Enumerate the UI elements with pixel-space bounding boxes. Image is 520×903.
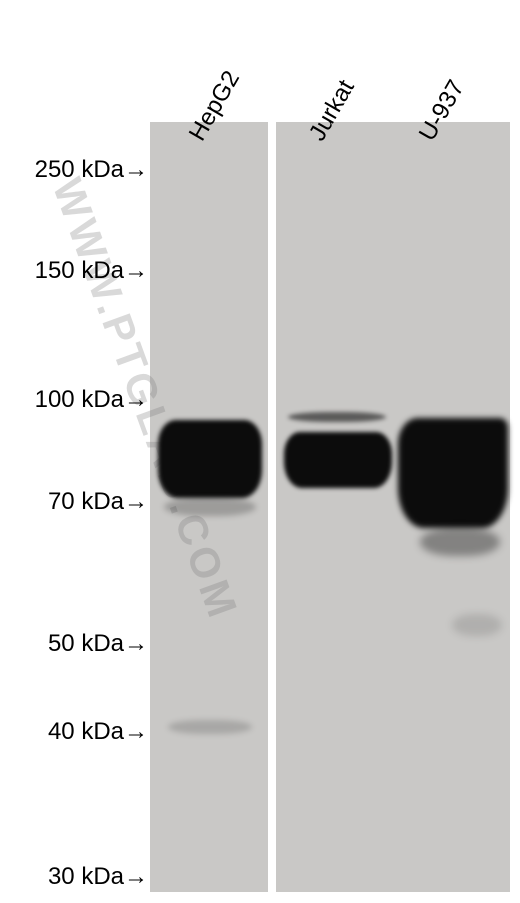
lane-divider [268,122,276,892]
mw-label-0: 250 kDa→ [35,156,148,184]
band-2 [168,720,252,734]
band-0 [158,420,262,498]
band-3 [288,412,386,422]
blot-figure: WWW.PTGLAB.COM HepG2 Jurkat U-937 250 kD… [0,0,520,903]
band-1 [164,498,256,516]
mw-label-1: 150 kDa→ [35,257,148,285]
mw-label-5: 40 kDa→ [48,718,148,746]
band-7 [452,614,502,636]
mw-label-6: 30 kDa→ [48,863,148,891]
band-4 [284,432,392,488]
mw-label-2: 100 kDa→ [35,386,148,414]
band-6 [420,528,500,556]
mw-label-3: 70 kDa→ [48,488,148,516]
mw-label-4: 50 kDa→ [48,630,148,658]
band-5 [398,418,508,528]
